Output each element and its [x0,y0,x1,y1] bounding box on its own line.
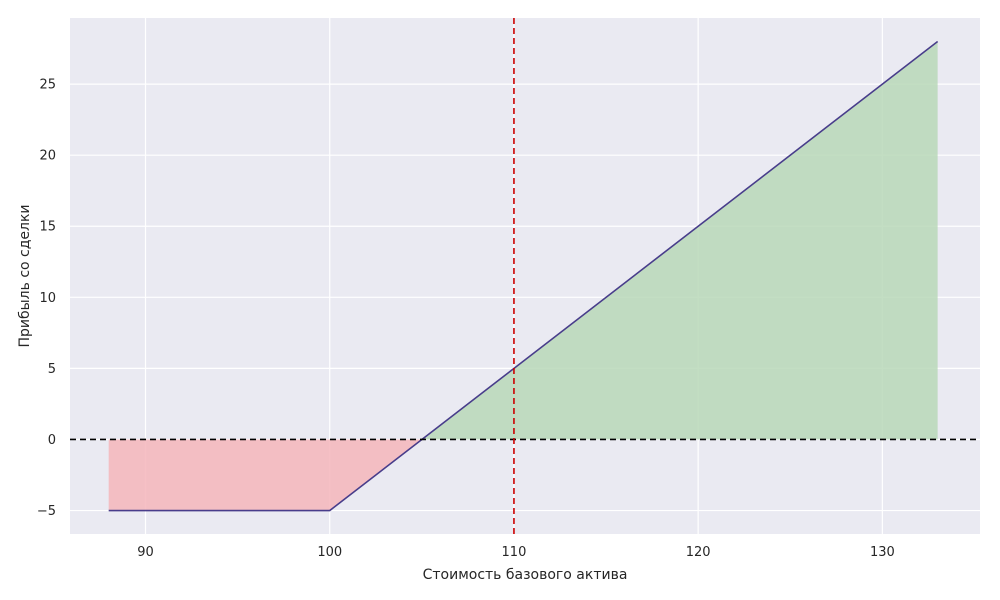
x-tick-label: 130 [870,545,895,560]
x-tick-label: 90 [137,545,154,560]
y-tick-label: 10 [39,291,56,306]
x-tick-label: 100 [317,545,342,560]
series-lines [108,40,939,512]
x-axis-label: Стоимость базового актива [423,567,628,583]
y-tick-label: 15 [39,220,56,235]
reference-lines [70,18,980,534]
tick-labels: 90 100 110 120 130 −5 0 5 10 15 20 25 [37,78,895,560]
y-tick-label: −5 [37,504,56,519]
y-tick-label: 25 [39,78,56,93]
y-tick-label: 5 [48,362,56,377]
y-tick-label: 0 [48,433,56,448]
x-tick-label: 120 [686,545,711,560]
loss-area [108,439,422,511]
payoff-line [108,40,939,512]
x-tick-label: 110 [502,545,527,560]
y-axis-label: Прибыль со сделки [17,204,33,347]
y-tick-label: 20 [39,149,56,164]
